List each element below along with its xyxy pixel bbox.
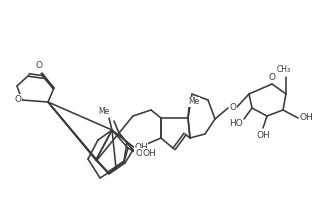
Text: Me: Me bbox=[188, 98, 200, 106]
Text: OH: OH bbox=[135, 149, 149, 157]
Text: OH: OH bbox=[134, 143, 148, 153]
Text: CH₃: CH₃ bbox=[277, 65, 291, 74]
Text: O: O bbox=[229, 103, 237, 112]
Text: OH: OH bbox=[256, 131, 270, 140]
Text: OH: OH bbox=[299, 113, 313, 122]
Text: Me: Me bbox=[98, 108, 110, 116]
Text: O: O bbox=[268, 72, 276, 82]
Text: OH: OH bbox=[142, 149, 156, 157]
Text: HO: HO bbox=[229, 119, 243, 128]
Text: O: O bbox=[229, 103, 237, 112]
Text: O: O bbox=[14, 94, 22, 103]
Text: O: O bbox=[36, 61, 42, 71]
